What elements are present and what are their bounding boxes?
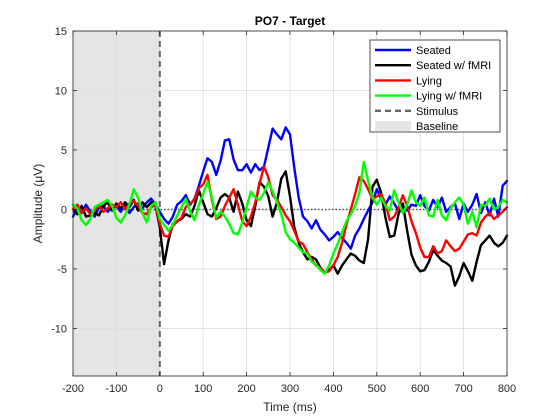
x-tick-label: -200 [62,383,84,395]
legend-label-2: Seated w/ fMRI [416,60,491,72]
x-tick-label: 100 [194,383,212,395]
x-tick-label: 300 [281,383,299,395]
x-tick-label: 200 [237,383,255,395]
y-tick-label: 5 [61,145,67,157]
y-tick-label: 15 [55,26,67,38]
y-tick-label: -5 [57,264,67,276]
x-tick-label: 0 [157,383,163,395]
x-tick-label: -100 [105,383,127,395]
y-tick-label: -10 [51,323,67,335]
x-tick-label: 600 [411,383,429,395]
legend-box [369,39,501,133]
legend-entries: Seated Seated w/ fMRI Lying Lying w/ fMRI St… [375,45,491,133]
x-tick-label: 700 [454,383,472,395]
x-tick-label: 800 [498,383,516,395]
y-axis-label: Amplitude (μV) [31,164,45,244]
legend-label-4: Lying w/ fMRI [416,91,482,103]
y-tick-label: 0 [61,204,67,216]
y-tick-layer: -10 -5 0 5 10 15 [51,26,507,335]
x-axis-label: Time (ms) [263,400,317,414]
legend: Seated Seated w/ fMRI Lying Lying w/ fMRI St… [369,39,501,133]
legend-baseline-swatch [375,121,411,131]
legend-label-3: Lying [416,75,442,87]
series-layer [71,126,509,287]
legend-label-5: Stimulus [416,106,459,118]
legend-label-1: Seated [416,45,451,57]
y-tick-label: 10 [55,85,67,97]
series-line-3 [71,165,509,274]
x-tick-label: 500 [368,383,386,395]
chart-title: PO7 - Target [255,14,325,28]
x-tick-layer: -200 -100 0 100 200 300 400 500 600 700 800 [62,31,516,395]
x-tick-label: 400 [324,383,342,395]
series-line-4 [71,160,509,275]
legend-label-6: Baseline [416,121,458,133]
series-line-2 [71,170,509,287]
